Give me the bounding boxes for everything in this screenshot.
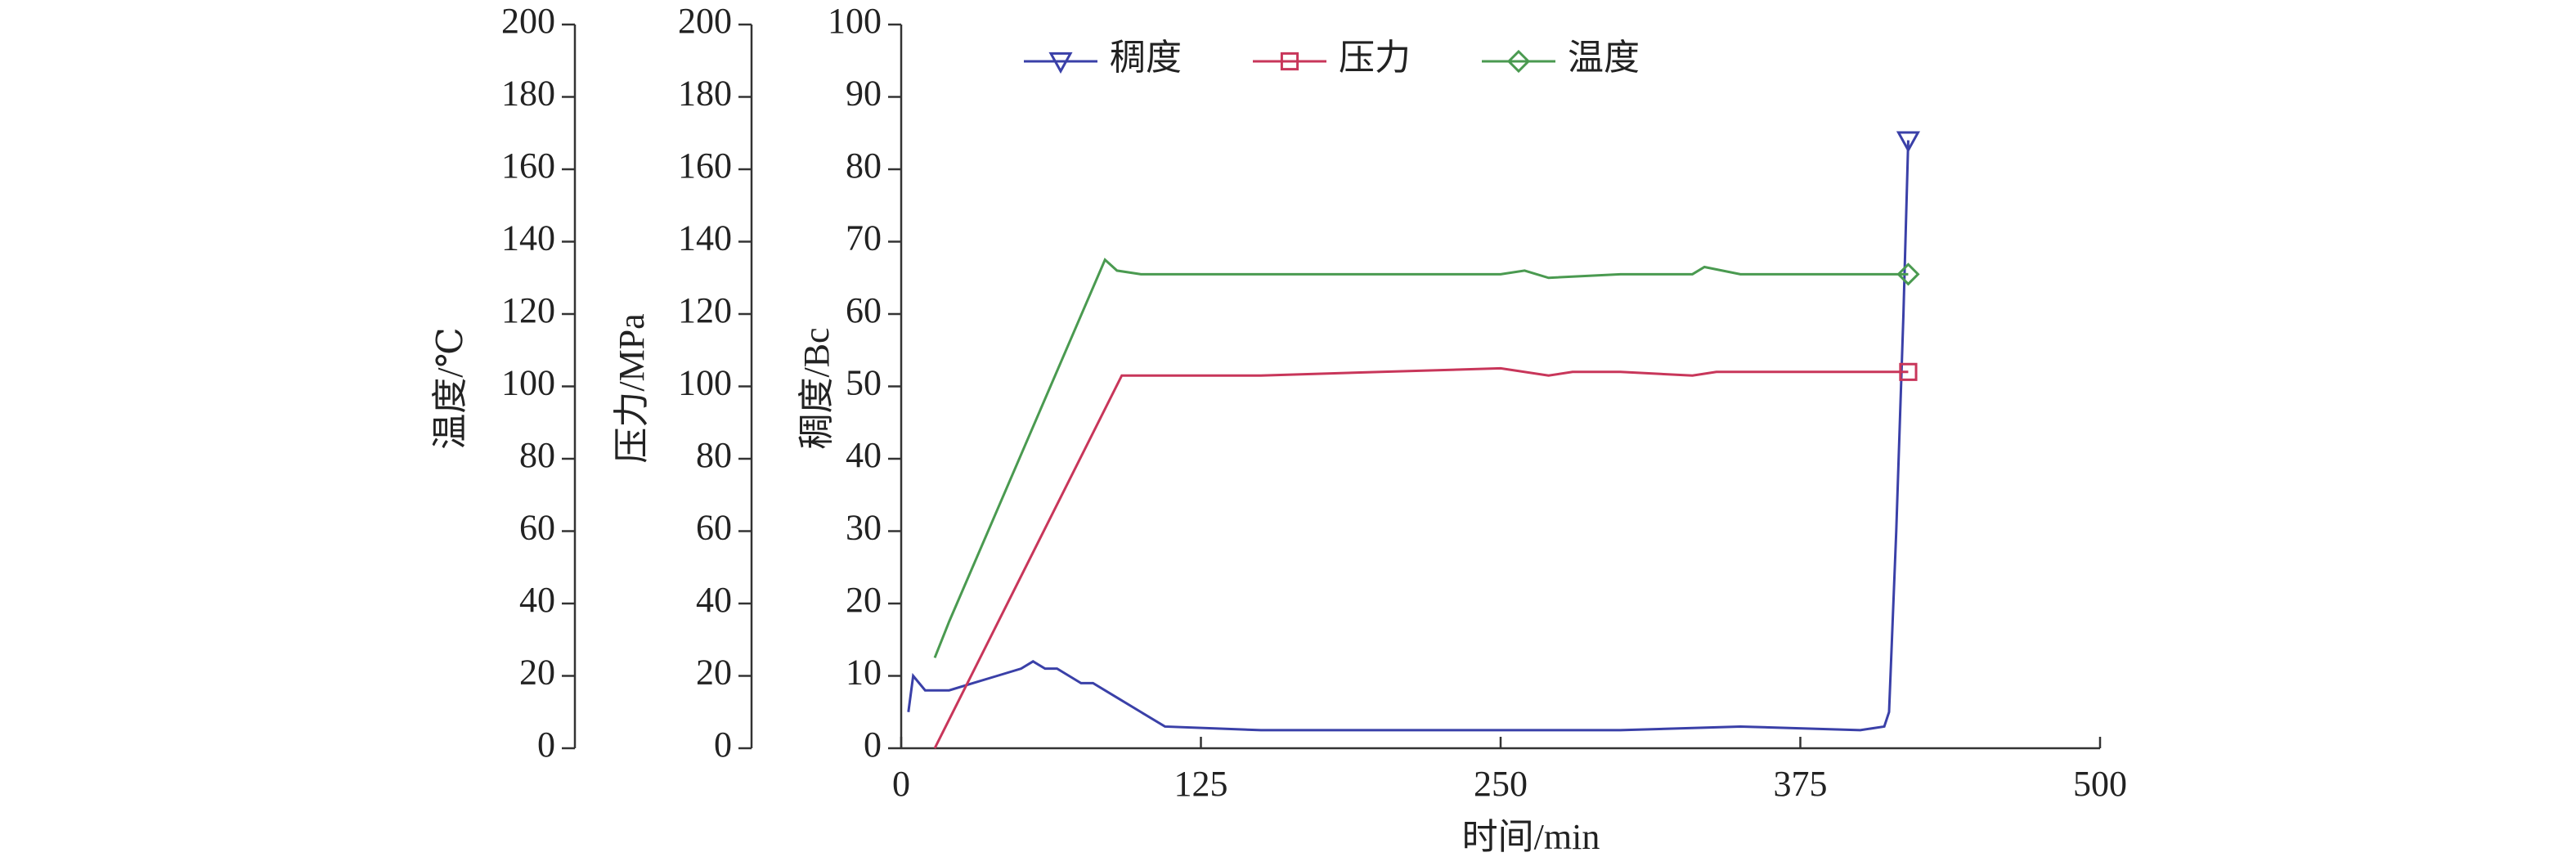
y2-tick-label: 0 <box>714 725 732 765</box>
y-tick-label: 60 <box>846 290 882 330</box>
x-axis-label: 时间/min <box>1462 817 1600 857</box>
y-axis-label: 稠度/Bc <box>797 327 837 449</box>
x-tick-label: 375 <box>1774 764 1828 804</box>
y-tick-label: 50 <box>846 363 882 403</box>
end-marker <box>1896 262 1920 286</box>
legend-marker <box>1506 49 1531 74</box>
x-tick-label: 250 <box>1474 764 1528 804</box>
y3-tick-label: 200 <box>501 1 555 41</box>
y3-tick-label: 140 <box>501 218 555 258</box>
y-tick-label: 90 <box>846 74 882 114</box>
series-line <box>933 366 1909 749</box>
y-tick-label: 30 <box>846 508 882 548</box>
y2-tick-label: 120 <box>678 290 732 330</box>
y3-tick-label: 180 <box>501 74 555 114</box>
end-marker <box>1896 131 1920 153</box>
y3-tick-label: 0 <box>537 725 555 765</box>
y3-axis-label: 温度/℃ <box>430 327 470 449</box>
y2-tick-label: 80 <box>696 435 732 475</box>
y2-tick-label: 100 <box>678 363 732 403</box>
y3-tick-label: 160 <box>501 146 555 186</box>
y2-tick-label: 40 <box>696 580 732 620</box>
x-tick-label: 125 <box>1174 764 1228 804</box>
y3-tick-label: 60 <box>519 508 555 548</box>
y-tick-label: 100 <box>828 1 882 41</box>
y2-axis-label: 压力/MPa <box>612 313 652 463</box>
y2-tick-label: 160 <box>678 146 732 186</box>
y-tick-label: 40 <box>846 435 882 475</box>
legend-marker <box>1048 52 1073 74</box>
x-tick-label: 500 <box>2073 764 2127 804</box>
legend-marker <box>1280 52 1299 71</box>
y2-tick-label: 180 <box>678 74 732 114</box>
legend-label: 压力 <box>1339 38 1411 78</box>
y3-tick-label: 40 <box>519 580 555 620</box>
y-tick-label: 10 <box>846 653 882 693</box>
y-tick-label: 70 <box>846 218 882 258</box>
legend-label: 稠度 <box>1110 38 1182 78</box>
series-line <box>933 258 1909 658</box>
y-tick-label: 0 <box>864 725 882 765</box>
end-marker <box>1899 362 1918 381</box>
x-tick-label: 0 <box>892 764 910 804</box>
y3-tick-label: 120 <box>501 290 555 330</box>
y2-tick-label: 200 <box>678 1 732 41</box>
y2-tick-label: 20 <box>696 653 732 693</box>
legend-label: 温度 <box>1568 38 1640 78</box>
y2-tick-label: 140 <box>678 218 732 258</box>
y3-tick-label: 100 <box>501 363 555 403</box>
y2-tick-label: 60 <box>696 508 732 548</box>
y3-tick-label: 20 <box>519 653 555 693</box>
y-tick-label: 20 <box>846 580 882 620</box>
series-line <box>907 140 1910 732</box>
y3-tick-label: 80 <box>519 435 555 475</box>
y-tick-label: 80 <box>846 146 882 186</box>
